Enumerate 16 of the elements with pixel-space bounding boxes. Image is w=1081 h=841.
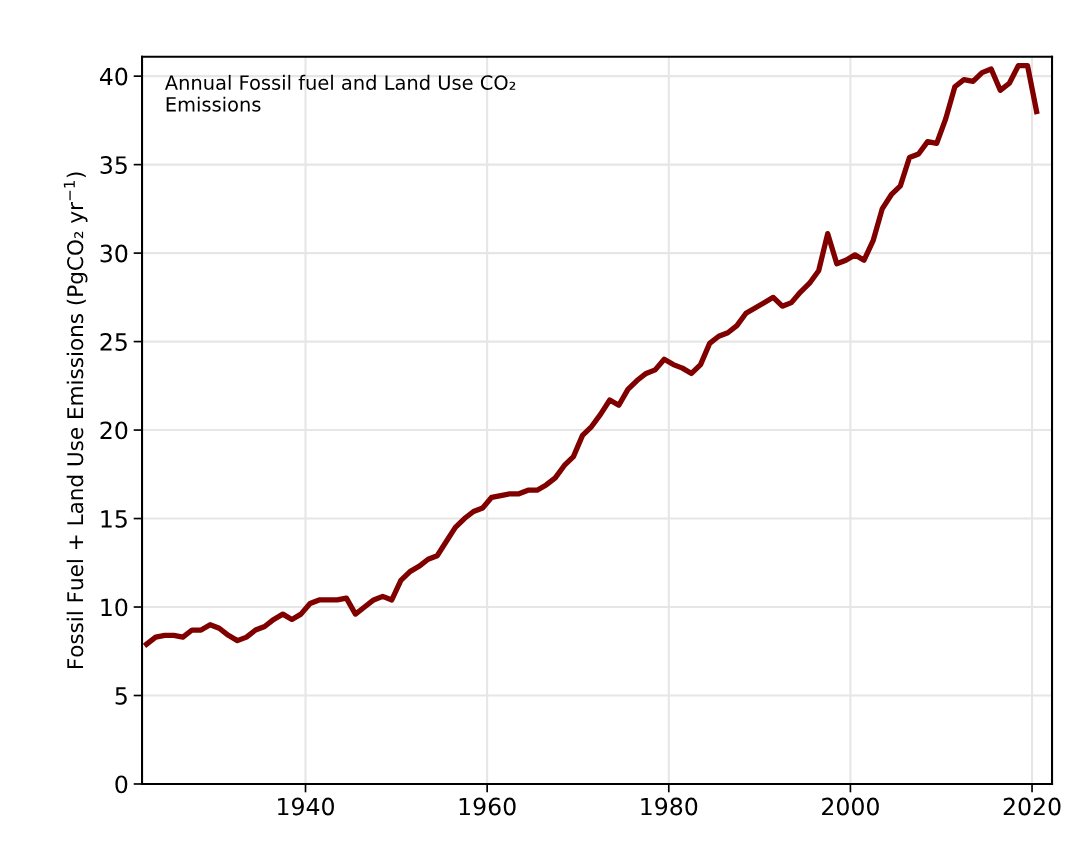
x-tick-label: 2000 bbox=[822, 797, 879, 816]
y-tick-label: 35 bbox=[100, 156, 127, 174]
y-tick-label: 5 bbox=[115, 687, 127, 705]
annotation: Annual Fossil fuel and Land Use CO₂ Emissions bbox=[164, 74, 516, 112]
y-tick-label: 10 bbox=[101, 598, 128, 617]
y-tick-label: 0 bbox=[115, 775, 128, 794]
y-tick-label: 20 bbox=[100, 421, 128, 440]
y-tick-label: 25 bbox=[100, 333, 127, 351]
y-tick-label: 15 bbox=[101, 510, 127, 528]
y-axis-title: Fossil Fuel + Land Use Emissions (PgCO₂ yr$^{−1}$) bbox=[63, 172, 88, 669]
y-tick-label: 30 bbox=[100, 244, 128, 263]
x-tick-label: 1940 bbox=[278, 797, 334, 816]
x-tick-label: 2020 bbox=[1003, 797, 1061, 816]
x-tick-label: 1980 bbox=[641, 797, 698, 816]
y-tick-label: 40 bbox=[99, 67, 128, 86]
x-tick-label: 1960 bbox=[459, 797, 516, 816]
